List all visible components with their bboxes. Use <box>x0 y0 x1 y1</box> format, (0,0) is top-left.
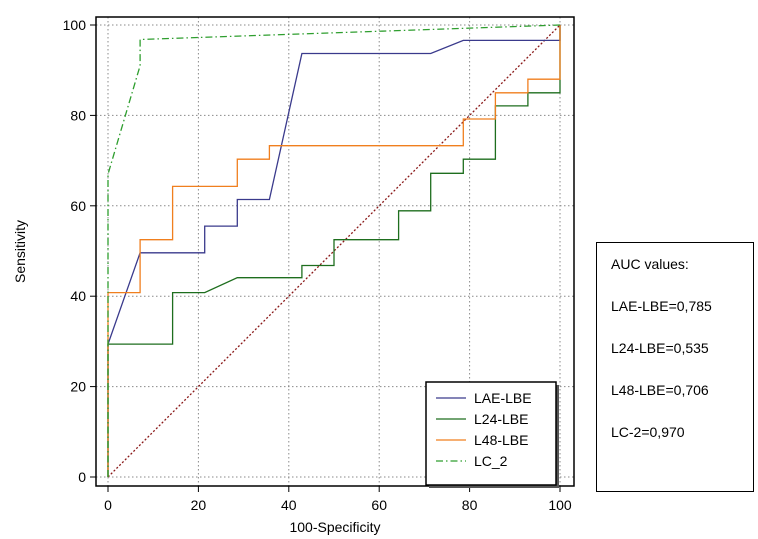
auc-l24-lbe: L24-LBE=0,535 <box>611 340 709 356</box>
auc-l48-lbe: L48-LBE=0,706 <box>611 382 709 398</box>
y-axis-title: Sensitivity <box>12 220 28 283</box>
auc-lc-2: LC-2=0,970 <box>611 424 685 440</box>
auc-title: AUC values: <box>611 256 689 272</box>
y-tick-label: 80 <box>70 107 86 123</box>
x-axis-title: 100-Specificity <box>289 519 380 535</box>
series-line-lc-2 <box>107 24 561 477</box>
y-tick-label: 0 <box>78 469 86 485</box>
legend-box <box>425 381 557 486</box>
series-line-l24-lbe <box>107 25 561 477</box>
plot-frame <box>95 16 575 487</box>
auc-lae-lbe: LAE-LBE=0,785 <box>611 298 712 314</box>
reference-diagonal-line <box>107 24 561 478</box>
x-tick-label: 80 <box>462 497 478 513</box>
y-tick-label: 60 <box>70 198 86 214</box>
legend: LAE-LBE L24-LBE L48-LBE LC_2 <box>425 381 559 488</box>
x-tick-label: 100 <box>548 497 572 513</box>
series-line-l48-lbe <box>107 25 561 477</box>
y-tick-label: 20 <box>70 379 86 395</box>
legend-label: L24-LBE <box>474 411 528 427</box>
x-tick-label: 20 <box>191 497 207 513</box>
y-tick-label: 100 <box>63 17 87 33</box>
auc-values-box: AUC values: LAE-LBE=0,785 L24-LBE=0,535 … <box>596 242 754 492</box>
y-tick-label: 40 <box>70 288 86 304</box>
legend-label: LC_2 <box>474 453 508 469</box>
x-tick-label: 60 <box>371 497 387 513</box>
x-tick-label: 40 <box>281 497 297 513</box>
legend-label: L48-LBE <box>474 432 528 448</box>
x-tick-label: 0 <box>104 497 112 513</box>
reference-line-layer <box>107 24 561 478</box>
legend-label: LAE-LBE <box>474 390 532 406</box>
tick-layer: 0 20 40 60 80 100 0 20 40 60 80 100 <box>63 17 572 513</box>
series-layer <box>107 24 561 477</box>
